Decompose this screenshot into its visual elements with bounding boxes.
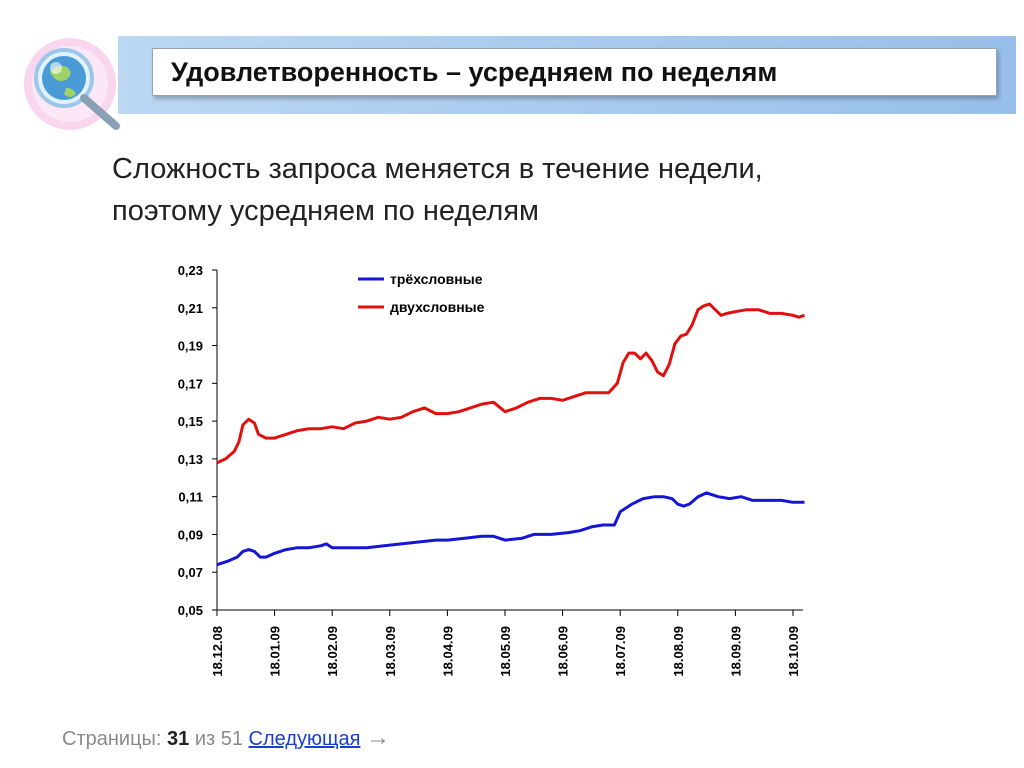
x-tick-label: 18.06.09	[556, 626, 571, 677]
body-line-2: поэтому усредняем по неделям	[112, 195, 539, 227]
x-tick-label: 18.03.09	[383, 626, 398, 677]
right-arrow-icon[interactable]: →	[365, 724, 390, 751]
next-page-link[interactable]: Следующая	[248, 728, 361, 750]
y-tick-label: 0,07	[178, 565, 203, 580]
pagination-footer: Страницы: 31 из 51 Следующая →	[62, 724, 390, 752]
x-tick-label: 18.05.09	[498, 626, 513, 677]
series-line-two-word	[216, 302, 805, 465]
body-line-1: Сложность запроса меняется в течение нед…	[112, 153, 763, 185]
legend-label-three-word: трёхсловные	[390, 271, 483, 287]
x-tick-label: 18.08.09	[671, 626, 686, 677]
x-tick-label: 18.09.09	[728, 626, 743, 677]
x-tick-label: 18.10.09	[786, 626, 801, 677]
body-text: Сложность запроса меняется в течение нед…	[112, 148, 912, 232]
y-tick-label: 0,17	[178, 376, 203, 391]
series-line-three-word	[216, 491, 805, 567]
y-tick-label: 0,21	[178, 301, 203, 316]
slide-title: Удовлетворенность – усредняем по неделям	[171, 57, 778, 87]
y-tick-label: 0,11	[178, 490, 203, 505]
y-tick-label: 0,09	[178, 527, 203, 542]
x-tick-label: 18.02.09	[325, 626, 340, 677]
x-tick-label: 18.01.09	[268, 626, 283, 677]
x-tick-label: 18.04.09	[440, 626, 455, 677]
title-box: Удовлетворенность – усредняем по неделям	[152, 48, 997, 96]
magnifier-globe-icon	[24, 38, 120, 130]
x-tick-label: 18.12.08	[210, 626, 225, 677]
page-total: из 51	[194, 728, 243, 750]
current-page-number: 31	[167, 728, 190, 750]
pagination-prefix: Страницы:	[62, 728, 162, 750]
y-tick-label: 0,05	[178, 603, 203, 618]
y-tick-label: 0,23	[178, 263, 203, 278]
y-tick-label: 0,19	[178, 339, 203, 354]
y-tick-label: 0,13	[178, 452, 203, 467]
y-tick-label: 0,15	[178, 414, 203, 429]
x-tick-label: 18.07.09	[613, 626, 628, 677]
legend-label-two-word: двухсловные	[390, 299, 485, 315]
